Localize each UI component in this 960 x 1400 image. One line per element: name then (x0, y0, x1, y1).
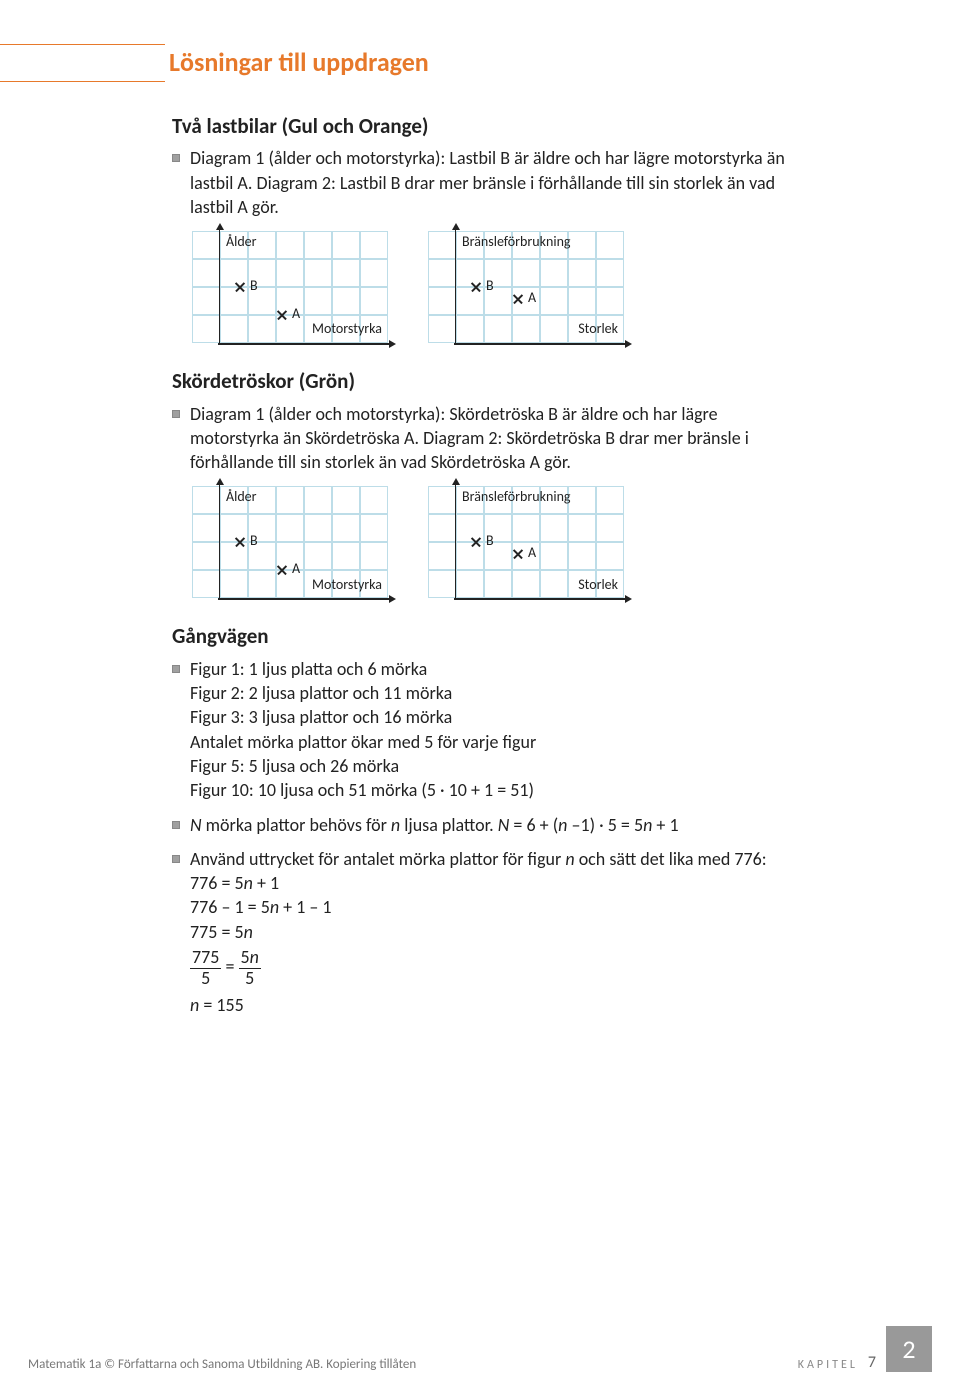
page-badge: kapitel 7 2 (798, 1326, 932, 1372)
point-B-cross (234, 536, 246, 548)
point-A-label: A (528, 544, 536, 563)
eq-line: 776 – 1 = 5n + 1 – 1 (190, 895, 810, 919)
chapter-number: 7 (868, 1353, 876, 1372)
frac-line: 775 5 = 5n 5 (190, 948, 810, 989)
section1-text: Diagram 1 (ålder och motorstyrka): Lastb… (190, 146, 810, 219)
chart-xlabel: Storlek (578, 320, 618, 339)
section2-charts: Ålder Motorstyrka B A Bränsleförbrukning… (192, 486, 810, 598)
section1-bullet: Diagram 1 (ålder och motorstyrka): Lastb… (172, 146, 810, 219)
title-bar: Lösningar till uppdragen (0, 40, 960, 84)
line: Figur 1: 1 ljus platta och 6 mörka (190, 657, 810, 681)
section1-charts: Ålder Motorstyrka B A Bränsleförbrukning… (192, 231, 810, 343)
bullet-icon (172, 855, 180, 863)
point-A-cross (276, 309, 288, 321)
bullet-icon (172, 410, 180, 418)
point-B-label: B (486, 532, 494, 551)
var-n: n (565, 848, 574, 870)
chart-xlabel: Storlek (578, 576, 618, 595)
answer: n = 155 (190, 993, 810, 1017)
chart-s2-1: Ålder Motorstyrka B A (192, 486, 388, 598)
point-A-cross (512, 293, 524, 305)
chart-s1-1: Ålder Motorstyrka B A (192, 231, 388, 343)
page-title: Lösningar till uppdragen (165, 40, 429, 84)
chart-xlabel: Motorstyrka (312, 320, 382, 339)
var-N: N (190, 814, 202, 836)
line: Figur 2: 2 ljusa plattor och 11 mörka (190, 681, 810, 705)
line: Figur 5: 5 ljusa och 26 mörka (190, 754, 810, 778)
section2-bullet: Diagram 1 (ålder och motorstyrka): Skörd… (172, 402, 810, 475)
point-B-label: B (486, 277, 494, 296)
axis-x (218, 598, 392, 600)
axis-x (454, 598, 628, 600)
var-n: n (643, 814, 652, 836)
chart-s2-2: Bränsleförbrukning Storlek B A (428, 486, 624, 598)
point-A-label: A (292, 305, 300, 324)
point-A-label: A (292, 560, 300, 579)
chapter-label: kapitel (798, 1358, 858, 1372)
axis-x (218, 343, 392, 345)
line: Figur 3: 3 ljusa plattor och 16 mörka (190, 705, 810, 729)
line: Antalet mörka plattor ökar med 5 för var… (190, 730, 810, 754)
section1-heading: Två lastbilar (Gul och Orange) (172, 112, 810, 140)
var-n: n (391, 814, 400, 836)
eq-line: 775 = 5n (190, 920, 810, 944)
axis-x (454, 343, 628, 345)
section3-bullet2-text: N mörka plattor behövs för n ljusa platt… (190, 813, 810, 837)
page-number: 2 (886, 1326, 932, 1372)
var-N: N (498, 814, 510, 836)
axis-y (455, 482, 457, 600)
intro: Använd uttrycket för antalet mörka platt… (190, 847, 810, 871)
point-A-label: A (528, 289, 536, 308)
eq-line: 776 = 5n + 1 (190, 871, 810, 895)
chart-title: Ålder (226, 233, 257, 252)
section3-bullet3: Använd uttrycket för antalet mörka platt… (172, 847, 810, 1017)
chart-title: Ålder (226, 488, 257, 507)
bullet-icon (172, 154, 180, 162)
content: Två lastbilar (Gul och Orange) Diagram 1… (172, 112, 810, 1017)
chart-xlabel: Motorstyrka (312, 576, 382, 595)
line: Figur 10: 10 ljusa och 51 mörka (5 · 10 … (190, 778, 810, 802)
chart-s1-2: Bränsleförbrukning Storlek B A (428, 231, 624, 343)
point-B-cross (470, 281, 482, 293)
section2-heading: Skördetröskor (Grön) (172, 367, 810, 395)
axis-y (455, 227, 457, 345)
bullet-icon (172, 821, 180, 829)
section3-bullet2: N mörka plattor behövs för n ljusa platt… (172, 813, 810, 837)
fraction-left: 775 5 (190, 948, 221, 989)
axis-y (219, 227, 221, 345)
point-B-cross (470, 536, 482, 548)
footer-left: Matematik 1a © Författarna och Sanoma Ut… (28, 1357, 416, 1372)
title-rule (0, 44, 165, 82)
bullet-icon (172, 665, 180, 673)
chart-title: Bränsleförbrukning (462, 488, 571, 507)
section3-bullet3-text: Använd uttrycket för antalet mörka platt… (190, 847, 810, 1017)
section3-bullet1: Figur 1: 1 ljus platta och 6 mörka Figur… (172, 657, 810, 803)
axis-y (219, 482, 221, 600)
fraction-right: 5n 5 (239, 948, 261, 989)
footer: Matematik 1a © Författarna och Sanoma Ut… (28, 1326, 932, 1372)
point-B-label: B (250, 277, 258, 296)
point-B-label: B (250, 532, 258, 551)
section2-text: Diagram 1 (ålder och motorstyrka): Skörd… (190, 402, 810, 475)
point-B-cross (234, 281, 246, 293)
point-A-cross (512, 548, 524, 560)
section3-heading: Gångvägen (172, 622, 810, 650)
chart-title: Bränsleförbrukning (462, 233, 571, 252)
point-A-cross (276, 564, 288, 576)
section3-bullet1-text: Figur 1: 1 ljus platta och 6 mörka Figur… (190, 657, 810, 803)
